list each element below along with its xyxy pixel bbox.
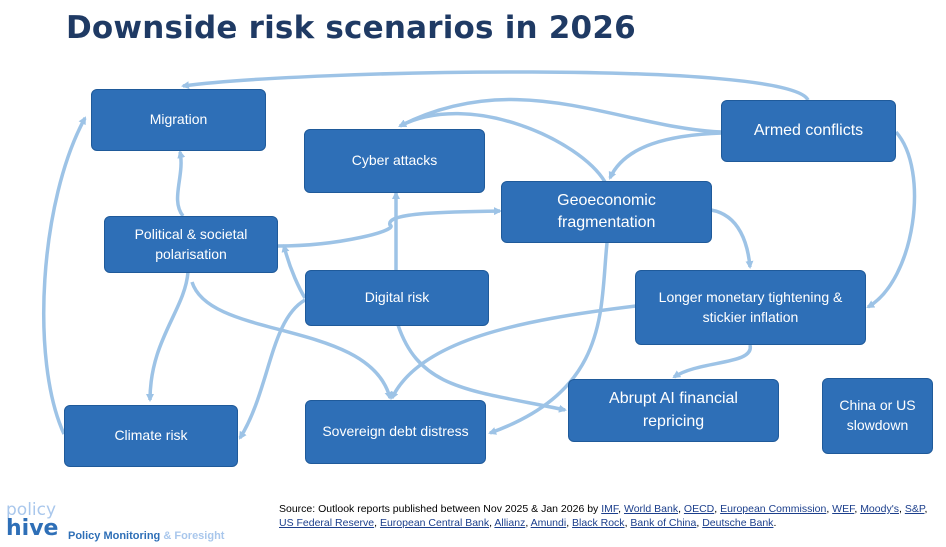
- source-link-allianz[interactable]: Allianz: [494, 517, 526, 529]
- arrow-political-climate: [146, 271, 190, 402]
- node-monetary-line1: Longer monetary tightening &: [658, 288, 843, 305]
- source-link-moodys[interactable]: Moody's: [860, 503, 899, 515]
- arrow-armed-cyber: [398, 97, 723, 134]
- source-link-sp[interactable]: S&P: [904, 503, 925, 515]
- arrow-armed-monetary: [866, 130, 917, 309]
- arrow-armed-migration: [181, 70, 810, 102]
- node-cyber-attacks-label: Cyber attacks: [351, 152, 438, 169]
- source-link-bank-of-china[interactable]: Bank of China: [630, 517, 697, 529]
- node-geoeconomic-fragmentation: Geoeconomic fragmentation: [501, 181, 712, 243]
- node-migration: Migration: [91, 89, 266, 151]
- node-china-line2: slowdown: [846, 417, 909, 433]
- node-geo-line1: Geoeconomic: [557, 191, 656, 209]
- logo-tagline-part1: Policy Monitoring: [68, 530, 161, 542]
- node-migration-label: Migration: [149, 111, 208, 128]
- logo-policy-text: policy: [6, 500, 57, 520]
- arrow-monetary-ai: [672, 344, 752, 379]
- source-link-us-federal-reserve[interactable]: US Federal Reserve: [279, 517, 375, 529]
- node-china-line1: China or US: [839, 397, 916, 414]
- node-ai-repricing: Abrupt AI financial repricing: [568, 379, 779, 442]
- source-link-european-commission[interactable]: European Commission: [720, 503, 827, 515]
- arrow-political-sovereign: [190, 281, 393, 400]
- source-link-wef[interactable]: WEF: [832, 503, 855, 515]
- arrow-monetary-sovereign: [390, 304, 637, 400]
- logo-tagline: Policy Monitoring & Foresight: [68, 530, 224, 542]
- source-link-imf[interactable]: IMF: [601, 503, 619, 515]
- arrow-geo-sovereign: [488, 242, 609, 435]
- source-link-oecd[interactable]: OECD: [683, 503, 715, 515]
- node-climate-risk-label: Climate risk: [114, 427, 188, 444]
- node-cyber-attacks: Cyber attacks: [304, 129, 485, 193]
- node-ai-line2: repricing: [642, 412, 705, 430]
- node-monetary-line2: stickier inflation: [702, 308, 799, 325]
- arrow-digital-climate: [238, 298, 306, 440]
- node-political-polarisation: Political & societal polarisation: [104, 216, 278, 273]
- node-political-line1: Political & societal: [134, 225, 248, 242]
- node-armed-conflicts-label: Armed conflicts: [753, 121, 864, 139]
- source-link-deutsche-bank[interactable]: Deutsche Bank: [702, 517, 774, 529]
- arrow-climate-migration: [42, 116, 87, 435]
- source-link-world-bank[interactable]: World Bank: [623, 503, 679, 515]
- node-sovereign-debt: Sovereign debt distress: [305, 400, 486, 464]
- logo-tagline-part2: & Foresight: [163, 530, 225, 542]
- node-climate-risk: Climate risk: [64, 405, 238, 467]
- arrow-political-geo: [277, 207, 502, 248]
- arrow-geo-cyber: [398, 111, 607, 183]
- source-link-black-rock[interactable]: Black Rock: [572, 517, 625, 529]
- source-link-amundi[interactable]: Amundi: [530, 517, 567, 529]
- arrow-digital-political: [281, 244, 307, 299]
- node-sovereign-debt-label: Sovereign debt distress: [322, 423, 469, 440]
- logo-hive-text: hive: [6, 516, 59, 541]
- node-political-line2: polarisation: [155, 245, 227, 262]
- arrow-armed-geo: [608, 131, 723, 180]
- node-digital-risk: Digital risk: [305, 270, 489, 326]
- arrow-political-migration: [175, 150, 186, 218]
- source-note: Source: Outlook reports published betwee…: [279, 503, 928, 529]
- node-armed-conflicts: Armed conflicts: [721, 100, 896, 162]
- node-geo-line2: fragmentation: [557, 214, 656, 231]
- page-title: Downside risk scenarios in 2026: [66, 10, 636, 46]
- node-ai-line1: Abrupt AI financial: [609, 390, 738, 408]
- arrow-digital-ai: [396, 324, 567, 413]
- node-china-us-slowdown: China or US slowdown: [822, 378, 933, 454]
- source-prefix: Source: Outlook reports published betwee…: [279, 503, 599, 515]
- arrow-geo-monetary: [710, 208, 754, 269]
- source-link-ecb[interactable]: European Central Bank: [379, 517, 490, 529]
- node-digital-risk-label: Digital risk: [364, 289, 430, 306]
- node-monetary-tightening: Longer monetary tightening & stickier inf…: [635, 270, 866, 345]
